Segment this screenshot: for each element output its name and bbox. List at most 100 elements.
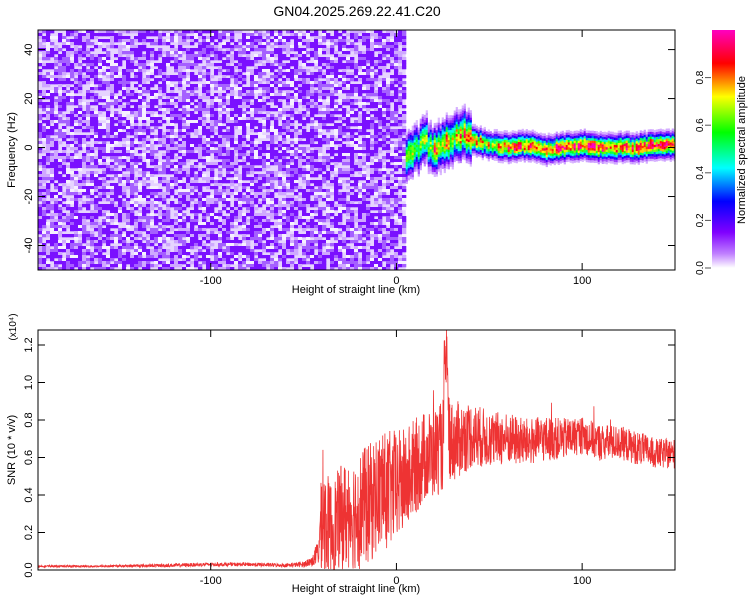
noise-cell: [314, 96, 319, 100]
noise-cell: [318, 195, 323, 199]
noise-cell: [270, 147, 275, 151]
noise-cell: [266, 219, 271, 223]
noise-cell: [194, 96, 199, 100]
noise-cell: [118, 114, 123, 118]
noise-cell: [238, 93, 243, 97]
noise-cell: [98, 60, 103, 64]
noise-cell: [326, 237, 331, 241]
noise-cell: [114, 216, 119, 220]
noise-cell: [202, 225, 207, 229]
noise-cell: [354, 138, 359, 142]
noise-cell: [114, 192, 119, 196]
noise-cell: [190, 72, 195, 76]
noise-cell: [350, 102, 355, 106]
noise-cell: [58, 78, 63, 82]
noise-cell: [274, 87, 279, 91]
noise-cell: [254, 45, 259, 49]
noise-cell: [182, 120, 187, 124]
noise-cell: [38, 174, 43, 178]
noise-cell: [338, 159, 343, 163]
noise-cell: [318, 147, 323, 151]
noise-cell: [98, 264, 103, 268]
noise-cell: [306, 261, 311, 265]
noise-cell: [226, 240, 231, 244]
noise-cell: [70, 96, 75, 100]
noise-cell: [206, 84, 211, 88]
noise-cell: [54, 72, 59, 76]
noise-cell: [270, 264, 275, 268]
noise-cell: [246, 177, 251, 181]
noise-cell: [318, 198, 323, 202]
noise-cell: [62, 177, 67, 181]
noise-cell: [334, 222, 339, 226]
noise-cell: [114, 132, 119, 136]
noise-cell: [342, 51, 347, 55]
noise-cell: [198, 141, 203, 145]
noise-cell: [214, 108, 219, 112]
noise-cell: [142, 207, 147, 211]
noise-cell: [174, 162, 179, 166]
noise-cell: [310, 252, 315, 256]
noise-cell: [290, 147, 295, 151]
noise-cell: [186, 117, 191, 121]
noise-cell: [130, 42, 135, 46]
noise-cell: [226, 105, 231, 109]
noise-cell: [350, 84, 355, 88]
noise-cell: [222, 156, 227, 160]
noise-cell: [106, 63, 111, 67]
noise-cell: [90, 180, 95, 184]
noise-cell: [46, 93, 51, 97]
noise-cell: [190, 48, 195, 52]
noise-cell: [270, 186, 275, 190]
noise-cell: [238, 75, 243, 79]
noise-cell: [314, 189, 319, 193]
noise-cell: [102, 141, 107, 145]
noise-cell: [178, 63, 183, 67]
noise-cell: [146, 105, 151, 109]
noise-cell: [238, 105, 243, 109]
noise-cell: [250, 87, 255, 91]
noise-cell: [62, 171, 67, 175]
noise-cell: [310, 153, 315, 157]
noise-cell: [138, 249, 143, 253]
noise-cell: [298, 195, 303, 199]
noise-cell: [262, 90, 267, 94]
noise-cell: [238, 240, 243, 244]
noise-cell: [354, 120, 359, 124]
noise-cell: [354, 177, 359, 181]
noise-cell: [86, 33, 91, 37]
noise-cell: [314, 90, 319, 94]
noise-cell: [250, 42, 255, 46]
noise-cell: [74, 48, 79, 52]
noise-cell: [274, 33, 279, 37]
noise-cell: [186, 153, 191, 157]
noise-cell: [266, 63, 271, 67]
noise-cell: [206, 150, 211, 154]
noise-cell: [290, 45, 295, 49]
noise-cell: [170, 138, 175, 142]
noise-cell: [318, 183, 323, 187]
noise-cell: [246, 264, 251, 268]
noise-cell: [86, 111, 91, 115]
noise-cell: [146, 39, 151, 43]
noise-cell: [174, 120, 179, 124]
noise-cell: [194, 153, 199, 157]
noise-cell: [286, 30, 291, 34]
noise-cell: [298, 159, 303, 163]
noise-cell: [158, 177, 163, 181]
noise-cell: [286, 237, 291, 241]
noise-cell: [202, 105, 207, 109]
noise-cell: [254, 261, 259, 265]
noise-cell: [78, 180, 83, 184]
noise-cell: [258, 105, 263, 109]
noise-cell: [306, 249, 311, 253]
noise-cell: [146, 48, 151, 52]
noise-cell: [330, 153, 335, 157]
noise-cell: [246, 39, 251, 43]
noise-cell: [118, 246, 123, 250]
noise-cell: [170, 267, 175, 270]
noise-cell: [174, 108, 179, 112]
noise-cell: [190, 123, 195, 127]
noise-cell: [330, 69, 335, 73]
noise-cell: [206, 180, 211, 184]
